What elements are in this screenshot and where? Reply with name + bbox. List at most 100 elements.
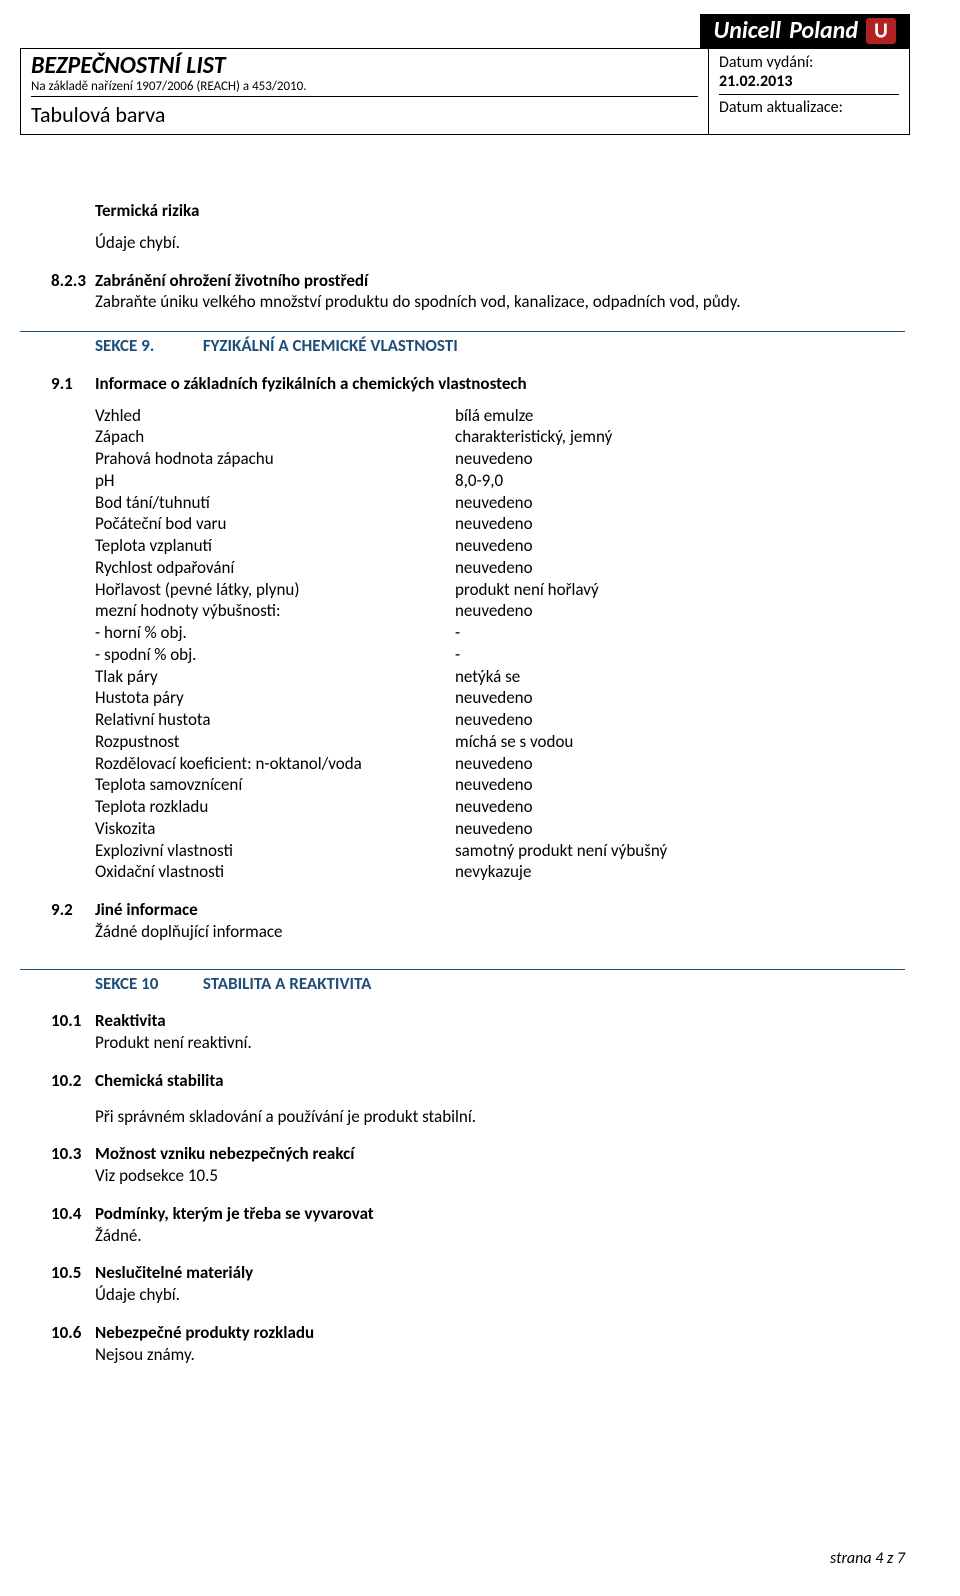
property-name: Rozpustnost: [95, 731, 455, 753]
subsec-text: Viz podsekce 10.5: [95, 1165, 905, 1187]
property-row: Explozivní vlastnostisamotný produkt nen…: [95, 840, 905, 862]
subsec-text: Žádné.: [95, 1225, 905, 1247]
property-value: bílá emulze: [455, 405, 905, 427]
property-name: Rychlost odpařování: [95, 557, 455, 579]
property-row: Bod tání/tuhnutíneuvedeno: [95, 492, 905, 514]
subsec-num: 10.3: [51, 1143, 95, 1165]
property-name: Zápach: [95, 426, 455, 448]
property-row: Rozdělovací koeficient: n-oktanol/vodane…: [95, 753, 905, 775]
property-name: pH: [95, 470, 455, 492]
subsec-text: Žádné doplňující informace: [95, 921, 905, 943]
property-name: Oxidační vlastnosti: [95, 861, 455, 883]
property-row: Prahová hodnota zápachuneuvedeno: [95, 448, 905, 470]
property-value: neuvedeno: [455, 600, 905, 622]
header-left: BEZPEČNOSTNÍ LIST Na základě nařízení 19…: [21, 49, 709, 134]
property-row: Teplota rozkladuneuvedeno: [95, 796, 905, 818]
property-value: neuvedeno: [455, 818, 905, 840]
property-value: 8,0-9,0: [455, 470, 905, 492]
property-value: neuvedeno: [455, 687, 905, 709]
property-row: Tlak párynetýká se: [95, 666, 905, 688]
property-row: mezní hodnoty výbušnosti:neuvedeno: [95, 600, 905, 622]
property-row: Vzhledbílá emulze: [95, 405, 905, 427]
property-row: Oxidační vlastnostinevykazuje: [95, 861, 905, 883]
property-name: Relativní hustota: [95, 709, 455, 731]
property-name: Tlak páry: [95, 666, 455, 688]
property-name: mezní hodnoty výbušnosti:: [95, 600, 455, 622]
subsec-num: 10.1: [51, 1010, 95, 1032]
subsection-8-2-3: 8.2.3Zabránění ohrožení životního prostř…: [51, 270, 905, 314]
property-row: Rychlost odpařováníneuvedeno: [95, 557, 905, 579]
subsec-num: 9.2: [51, 899, 95, 921]
property-row: Teplota vzplanutíneuvedeno: [95, 535, 905, 557]
subsection-10-5: 10.5Neslučitelné materiály Údaje chybí.: [51, 1262, 905, 1306]
subsec-num: 8.2.3: [51, 270, 95, 292]
subsec-title: Chemická stabilita: [95, 1070, 223, 1091]
subsec-text: Zabraňte úniku velkého množství produktu…: [95, 291, 905, 313]
subsec-text: Produkt není reaktivní.: [95, 1032, 905, 1054]
brand-company: Unicell: [714, 16, 782, 45]
property-row: - spodní % obj.-: [95, 644, 905, 666]
subsec-title: Nebezpečné produkty rozkladu: [95, 1322, 314, 1343]
property-value: neuvedeno: [455, 492, 905, 514]
property-value: neuvedeno: [455, 709, 905, 731]
product-name: Tabulová barva: [31, 101, 698, 128]
subsec-title: Neslučitelné materiály: [95, 1262, 253, 1283]
section-label: SEKCE 9.: [95, 335, 199, 357]
property-row: Relativní hustotaneuvedeno: [95, 709, 905, 731]
property-value: neuvedeno: [455, 448, 905, 470]
property-value: samotný produkt není výbušný: [455, 840, 905, 862]
property-value: charakteristický, jemný: [455, 426, 905, 448]
property-value: neuvedeno: [455, 796, 905, 818]
subsec-num: 10.6: [51, 1322, 95, 1344]
issue-date-value: 21.02.2013: [719, 72, 899, 91]
property-value: neuvedeno: [455, 774, 905, 796]
property-row: Viskozitaneuvedeno: [95, 818, 905, 840]
property-row: Rozpustnostmíchá se s vodou: [95, 731, 905, 753]
property-value: -: [455, 622, 905, 644]
brand-country: Poland: [789, 16, 858, 45]
doc-title: BEZPEČNOSTNÍ LIST: [31, 53, 698, 79]
subsec-title: Možnost vzniku nebezpečných reakcí: [95, 1143, 354, 1164]
subsec-title: Reaktivita: [95, 1010, 166, 1031]
property-value: míchá se s vodou: [455, 731, 905, 753]
update-date-label: Datum aktualizace:: [719, 98, 899, 117]
brand-logo-icon: [866, 18, 896, 44]
property-name: Teplota rozkladu: [95, 796, 455, 818]
property-name: Vzhled: [95, 405, 455, 427]
subsec-text: Při správném skladování a používání je p…: [95, 1106, 905, 1128]
section-name: FYZIKÁLNÍ A CHEMICKÉ VLASTNOSTI: [203, 335, 458, 356]
property-name: Rozdělovací koeficient: n-oktanol/voda: [95, 753, 455, 775]
property-value: -: [455, 644, 905, 666]
subsection-9-2: 9.2Jiné informace Žádné doplňující infor…: [51, 899, 905, 943]
subsection-9-1: 9.1Informace o základních fyzikálních a …: [51, 373, 905, 395]
property-name: Viskozita: [95, 818, 455, 840]
property-value: neuvedeno: [455, 557, 905, 579]
property-name: Bod tání/tuhnutí: [95, 492, 455, 514]
issue-date-label: Datum vydání:: [719, 53, 899, 72]
property-name: Hustota páry: [95, 687, 455, 709]
thermal-heading: Termická rizika: [95, 200, 905, 222]
subsec-num: 10.5: [51, 1262, 95, 1284]
property-row: - horní % obj.-: [95, 622, 905, 644]
property-value: netýká se: [455, 666, 905, 688]
property-value: produkt není hořlavý: [455, 579, 905, 601]
subsection-10-1: 10.1Reaktivita Produkt není reaktivní.: [51, 1010, 905, 1054]
property-row: Teplota samovzníceníneuvedeno: [95, 774, 905, 796]
property-value: neuvedeno: [455, 513, 905, 535]
property-value: neuvedeno: [455, 753, 905, 775]
subsec-title: Zabránění ohrožení životního prostředí: [95, 270, 368, 291]
brand-banner: Unicell Poland: [700, 14, 910, 49]
subsec-num: 9.1: [51, 373, 95, 395]
section-label: SEKCE 10: [95, 973, 199, 995]
subsection-10-4: 10.4Podmínky, kterým je třeba se vyvarov…: [51, 1203, 905, 1247]
section-10-title: SEKCE 10 STABILITA A REAKTIVITA: [20, 969, 905, 995]
property-value: neuvedeno: [455, 535, 905, 557]
property-name: Prahová hodnota zápachu: [95, 448, 455, 470]
subsection-10-2: 10.2Chemická stabilita Při správném skla…: [51, 1070, 905, 1128]
header-right: Datum vydání: 21.02.2013 Datum aktualiza…: [709, 49, 909, 134]
property-name: Počáteční bod varu: [95, 513, 455, 535]
subsec-text: Údaje chybí.: [95, 1284, 905, 1306]
property-name: Hořlavost (pevné látky, plynu): [95, 579, 455, 601]
document-header: BEZPEČNOSTNÍ LIST Na základě nařízení 19…: [20, 48, 910, 135]
subsec-num: 10.4: [51, 1203, 95, 1225]
